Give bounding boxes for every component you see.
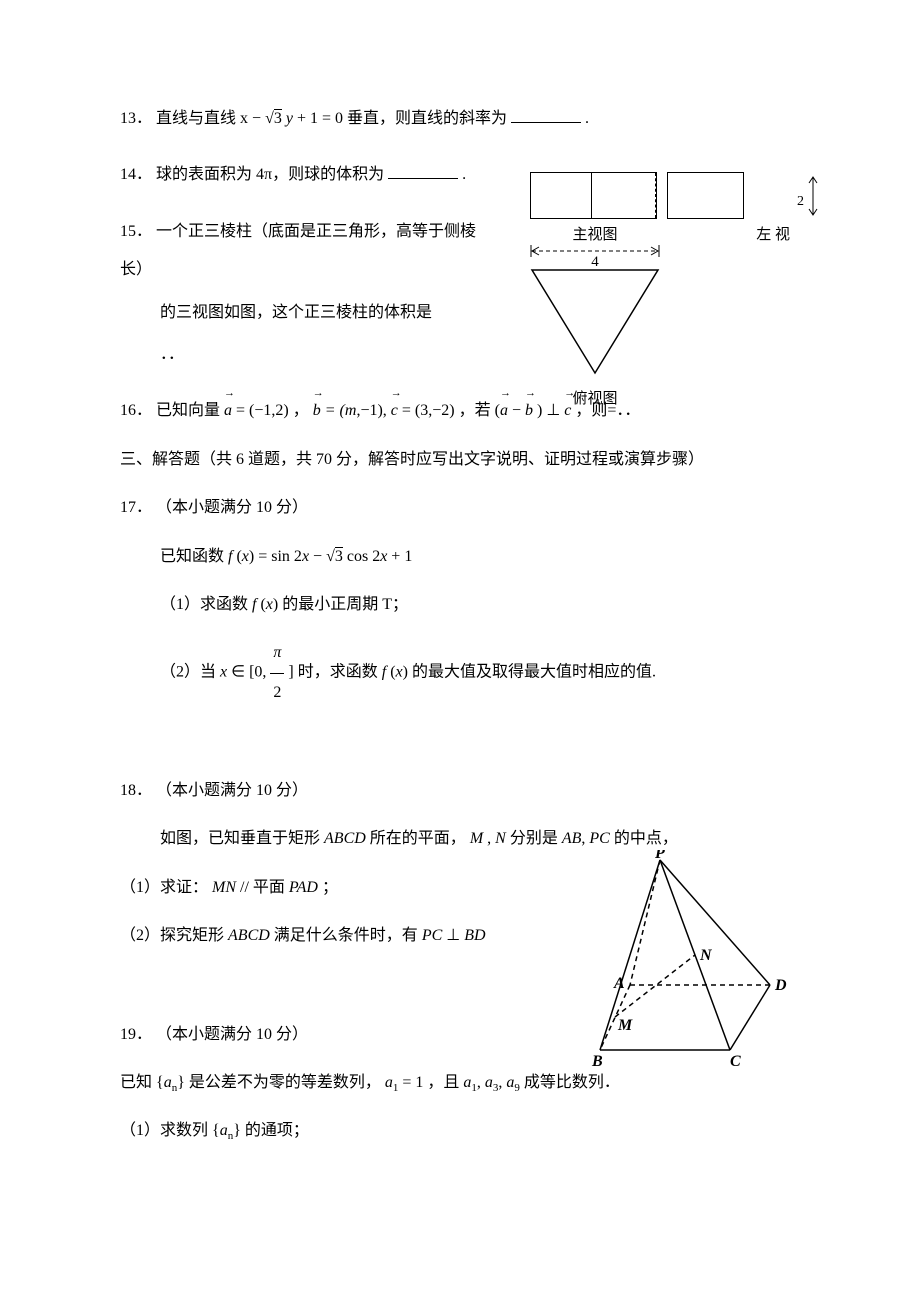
label-M: M — [617, 1017, 633, 1034]
qnum: 17． — [120, 499, 152, 516]
math-expr: f (x) = sin 2x − √3 cos 2x + 1 — [228, 547, 412, 565]
question-13: 13． 直线与直线 x − √3 y + 1 = 0 垂直，则直线的斜率为 . — [120, 100, 800, 138]
vector-b: b — [313, 392, 321, 430]
dim-2-arrow — [805, 174, 821, 218]
label-D: D — [774, 977, 787, 994]
dim-2-label: 2 — [805, 174, 821, 223]
qnum: 16． — [120, 402, 152, 419]
label-P: P — [654, 850, 665, 862]
label-A: A — [613, 975, 625, 992]
qnum: 19． — [120, 1026, 152, 1043]
qnum: 13． — [120, 110, 152, 127]
top-view-label: 俯视图 — [530, 387, 660, 408]
blank-field — [511, 108, 581, 123]
front-view-box — [530, 172, 657, 219]
dim-4-label: 4 — [530, 254, 660, 271]
qnum: 14． — [120, 166, 152, 183]
qnum: 18． — [120, 782, 152, 799]
vector-a: a — [224, 392, 232, 430]
side-view-box — [667, 172, 744, 219]
pyramid-svg: P N A D M B C — [570, 850, 790, 1070]
question-17: 17． （本小题满分 10 分） 已知函数 f (x) = sin 2x − √… — [120, 489, 800, 712]
top-view-triangle — [530, 268, 660, 383]
question-15: 15． 一个正三棱柱（底面是正三角形，高等于侧棱长） 的三视图如图，这个正三棱柱… — [120, 213, 500, 375]
blank-field — [388, 164, 458, 179]
vector-c: c — [391, 392, 398, 430]
label-C: C — [730, 1053, 741, 1070]
pyramid-figure: P N A D M B C — [570, 850, 790, 1075]
section-header-3: 三、解答题（共 6 道题，共 70 分，解答时应写出文字说明、证明过程或演算步骤… — [120, 441, 800, 479]
math-expr: x − √3 y + 1 = 0 — [240, 109, 347, 127]
front-view-label: 主视图 — [530, 223, 660, 244]
fraction-pi-2: π2 — [270, 634, 284, 712]
label-N: N — [699, 947, 713, 964]
qnum: 15． — [120, 223, 152, 240]
label-B: B — [591, 1053, 603, 1070]
three-views-figure: 2 主视图 左 视 4 俯视图 — [530, 172, 800, 408]
side-view-label: 左 视 — [756, 223, 790, 244]
